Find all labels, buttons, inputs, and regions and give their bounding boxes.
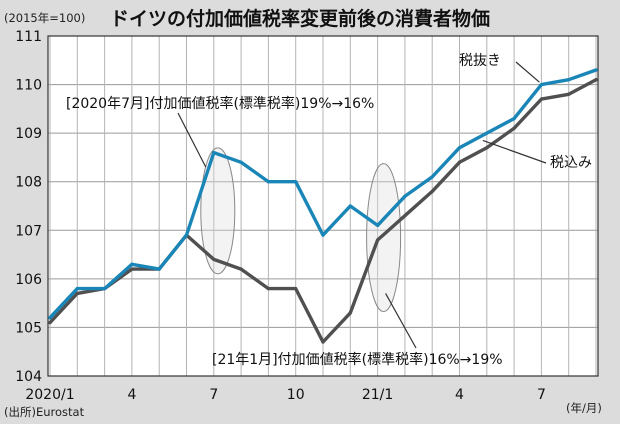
data-point [130, 267, 134, 271]
data-point [212, 257, 216, 262]
event-highlight-2021-01 [366, 163, 402, 313]
y-tick-label: 106 [15, 272, 42, 288]
data-point [212, 150, 216, 155]
annotation-leader-2020-07 [177, 112, 207, 168]
data-point [485, 146, 489, 150]
y-tick-label: 104 [15, 369, 42, 385]
data-point [321, 340, 325, 344]
annotation-leader-2021-01 [385, 293, 417, 349]
data-point [48, 320, 52, 325]
grid-lines [47, 35, 599, 377]
data-point [594, 68, 598, 72]
data-point [539, 82, 544, 87]
event-highlight-2020-07 [200, 147, 236, 275]
data-point [157, 267, 161, 271]
source-label: (出所)Eurostat [4, 405, 85, 419]
data-point [184, 233, 189, 237]
x-tick-label: 21/1 [362, 387, 393, 403]
data-point [376, 238, 380, 242]
data-point [130, 262, 134, 266]
data-point [457, 146, 462, 150]
data-point [457, 160, 462, 164]
x-tick-label: 2020/1 [25, 387, 74, 403]
data-point [512, 116, 516, 121]
data-point [403, 214, 407, 218]
data-point [294, 286, 298, 291]
series-label-zeinuki: 税抜き [459, 53, 501, 69]
data-point [266, 286, 270, 291]
data-point [512, 126, 516, 130]
y-tick-label: 107 [15, 223, 42, 239]
data-point [75, 286, 79, 291]
y-tick-label: 110 [15, 78, 42, 94]
data-point [485, 131, 489, 135]
data-point [348, 204, 352, 208]
data-point [403, 194, 407, 198]
data-point [48, 316, 52, 320]
data-point [266, 180, 270, 184]
x-tick-label: 7 [537, 387, 546, 403]
legend-leader-zeikomi [482, 139, 547, 164]
data-point [239, 267, 243, 271]
x-unit-label: (年/月) [566, 401, 602, 415]
series-lines [48, 68, 598, 344]
data-point [239, 160, 243, 164]
x-axis-ticks: 2020/1 4 7 10 21/1 4 7 [25, 387, 545, 403]
data-point [348, 311, 352, 315]
chart-title: ドイツの付加価値税率変更前後の消費者物価 [110, 7, 490, 30]
legend-leader-zeinuki [515, 61, 540, 83]
data-point [430, 189, 434, 194]
data-point [321, 233, 325, 237]
y-tick-label: 105 [15, 320, 42, 336]
unit-label: (2015年=100) [4, 11, 85, 25]
y-tick-label: 109 [15, 126, 42, 142]
data-point [430, 175, 434, 179]
data-point [594, 78, 598, 82]
data-point [75, 291, 79, 296]
data-point [567, 78, 571, 82]
x-tick-label: 4 [455, 387, 464, 403]
data-point [376, 223, 380, 228]
y-tick-label: 111 [15, 29, 42, 45]
x-tick-label: 4 [127, 387, 136, 403]
plot-frame [47, 35, 599, 377]
y-tick-label: 108 [15, 175, 42, 191]
data-point [103, 286, 107, 291]
y-axis-ticks: 104 105 106 107 108 109 110 111 [15, 29, 42, 385]
annotation-2020-07: [2020年7月]付加価値税率(標準税率)19%→16% [66, 95, 374, 112]
data-point [294, 180, 298, 184]
series-label-zeikomi: 税込み [550, 155, 592, 171]
annotation-2021-01: [21年1月]付加価値税率(標準税率)16%→19% [212, 351, 503, 368]
x-tick-label: 7 [209, 387, 218, 403]
data-point [567, 92, 571, 96]
data-point [539, 97, 544, 101]
x-tick-label: 10 [287, 387, 305, 403]
